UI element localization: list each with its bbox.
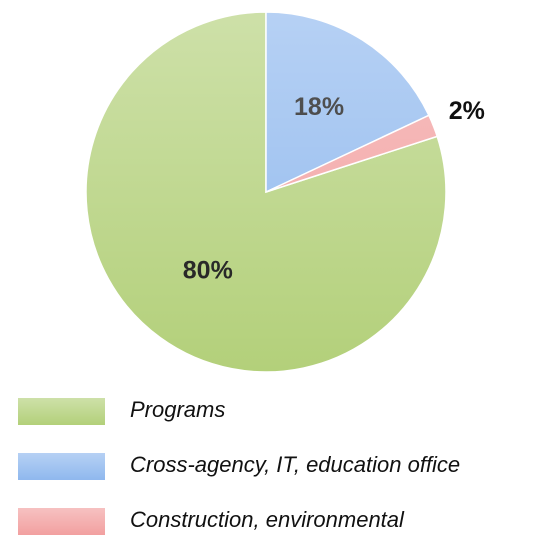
value-label: 18%: [294, 93, 344, 121]
legend-swatch-shine: [18, 398, 105, 425]
legend-swatch-shine: [18, 453, 105, 480]
legend-label: Programs: [130, 397, 225, 422]
legend-swatch-shine: [18, 508, 105, 535]
legend-label: Cross-agency, IT, education office: [130, 452, 460, 477]
value-label: 2%: [449, 97, 485, 125]
legend-label: Construction, environmental: [130, 507, 405, 532]
value-label: 80%: [183, 257, 233, 285]
